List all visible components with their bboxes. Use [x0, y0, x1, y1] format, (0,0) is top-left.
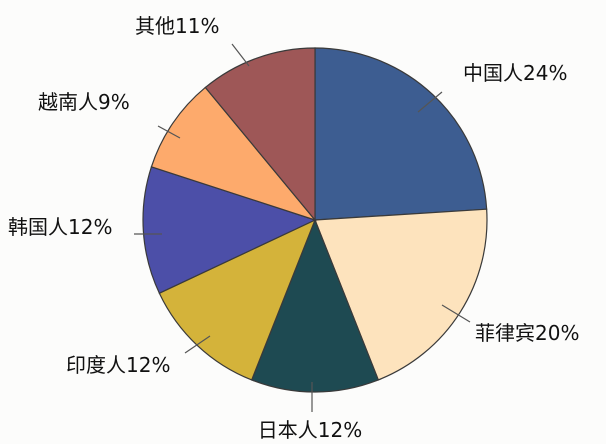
pie-slices: [142, 47, 488, 393]
pie-slice-2: [250, 218, 380, 393]
slice-label-4: 韩国人12%: [8, 215, 112, 239]
leader-line-0: [417, 91, 443, 113]
pie-slice-6: [204, 47, 316, 222]
slice-labels: 中国人24% 菲律宾20% 日本人12% 印度人12% 韩国人12% 越南人9% 其他11%: [8, 14, 579, 442]
leader-line-1: [441, 304, 471, 323]
slice-label-1: 菲律宾20%: [475, 321, 579, 345]
leader-line-3: [184, 335, 211, 354]
pie-slice-5: [150, 86, 317, 222]
slice-label-6: 其他11%: [135, 14, 219, 38]
leader-line-6: [231, 43, 250, 67]
slice-label-3: 印度人12%: [66, 353, 170, 377]
slice-label-2: 日本人12%: [258, 418, 362, 442]
pie-slice-1: [314, 208, 488, 381]
leader-lines: [134, 43, 471, 412]
pie-slice-4: [142, 166, 317, 295]
slice-label-5: 越南人9%: [38, 90, 130, 114]
pie-slice-0: [314, 47, 488, 221]
slice-label-0: 中国人24%: [463, 61, 567, 85]
leader-line-5: [157, 125, 181, 139]
